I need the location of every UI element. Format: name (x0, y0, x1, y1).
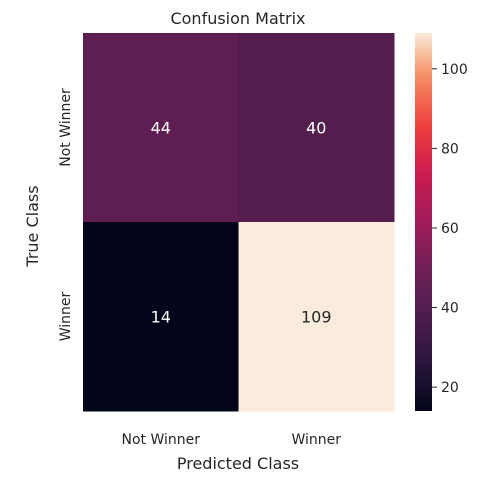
heatmap-cell (238, 33, 395, 223)
x-axis-ticks: Not Winner Winner (121, 432, 341, 448)
colorbar-gradient (415, 33, 432, 411)
y-axis-label: True Class (23, 185, 42, 267)
y-axis-ticks: Not Winner Winner (58, 88, 74, 341)
cell-annotation: 40 (306, 119, 326, 138)
colorbar-tick-label: 80 (441, 141, 459, 157)
cell-annotation: 109 (301, 308, 332, 327)
heatmap-cell (83, 33, 239, 223)
colorbar-tick-label: 60 (441, 221, 459, 237)
cell-annotation: 14 (151, 308, 171, 327)
colorbar-tick-label: 20 (441, 380, 459, 396)
y-tick-label: Winner (58, 291, 74, 341)
colorbar-tick-label: 40 (441, 301, 459, 317)
cell-annotation: 44 (151, 119, 171, 138)
y-tick-label: Not Winner (58, 88, 74, 167)
x-tick-label: Winner (291, 432, 341, 448)
colorbar-tick-label: 100 (441, 62, 468, 78)
x-axis-label: Predicted Class (177, 454, 299, 473)
heatmap-cells: 44 40 14 109 (83, 33, 395, 412)
x-tick-label: Not Winner (121, 432, 200, 448)
heatmap-cell (238, 222, 395, 412)
heatmap-cell (83, 222, 239, 412)
colorbar: 20 40 60 80 100 (415, 33, 468, 411)
chart-title: Confusion Matrix (170, 9, 305, 28)
